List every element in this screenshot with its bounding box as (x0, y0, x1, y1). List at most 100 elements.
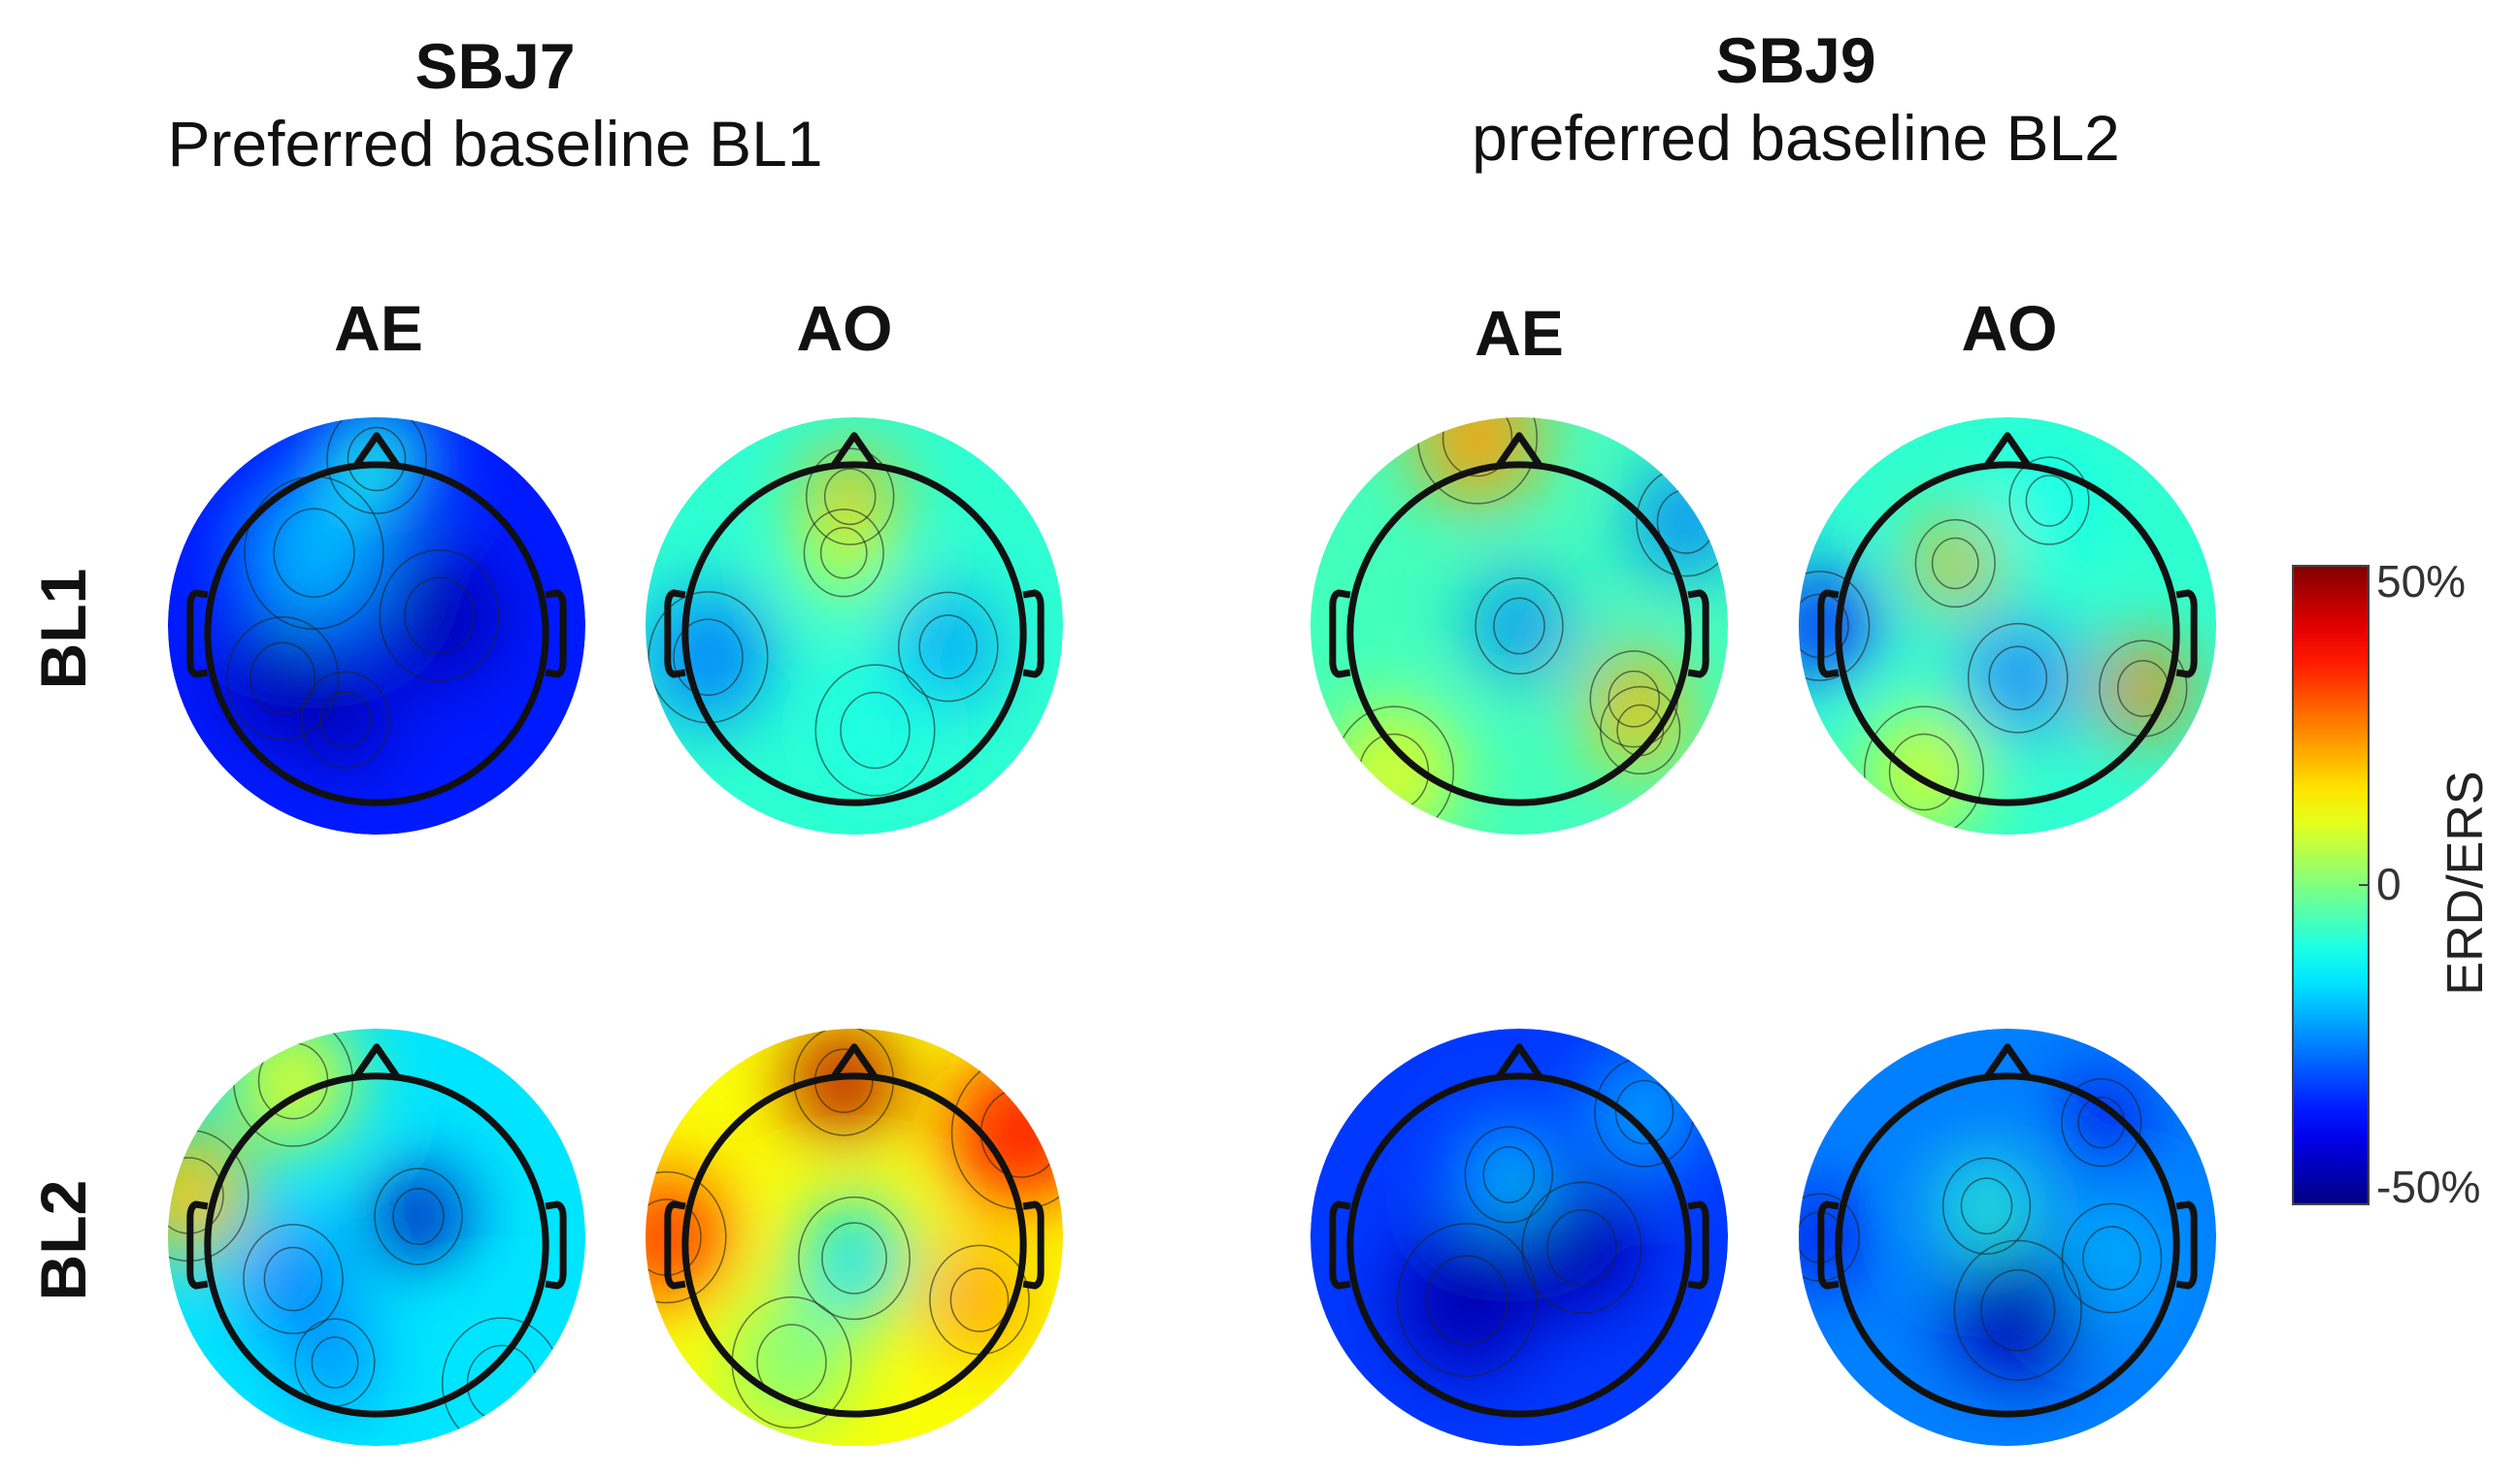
topomap-activity-blob (896, 592, 1001, 702)
topomap-contour (1442, 417, 1513, 477)
topomap-contour (1980, 1268, 2056, 1352)
topomap-contour (273, 508, 355, 599)
topomap-contour (2008, 456, 2090, 545)
head-circle (1835, 1072, 2180, 1418)
topomap-contour (897, 591, 999, 703)
right-ear (1687, 589, 1709, 678)
topomap-contour (814, 664, 936, 797)
col-label-sbj9-ae: AE (1475, 297, 1564, 369)
topomap-activity-blob (795, 1197, 913, 1320)
topomap-contour (1914, 518, 1996, 608)
topomap-activity-blob (1940, 1158, 2033, 1255)
topomap-contour (249, 641, 316, 714)
col-label-sbj9-ao: AO (1961, 292, 2058, 364)
topomap-activity-blob (241, 1224, 346, 1334)
topomap-contour (2061, 1078, 2142, 1167)
nose-marker (1983, 432, 2032, 469)
topomap-contour (673, 618, 744, 697)
head-circle (1346, 461, 1692, 806)
right-ear (545, 1200, 567, 1290)
topomap-sbj9-ao-bl1 (1799, 417, 2216, 835)
topomap-contour (347, 426, 407, 492)
topomap-contour (918, 614, 978, 679)
topomap-sbj9-ao-bl2 (1799, 1029, 2216, 1446)
topomap-activity-blob (1913, 519, 1998, 607)
topomap-contour (1521, 1181, 1642, 1314)
head-outline (1329, 1043, 1709, 1418)
nose-marker (1983, 1043, 2032, 1080)
topomap-contour (392, 1188, 445, 1245)
topomap-contour (1482, 1146, 1536, 1203)
topomap-contour (1426, 1255, 1509, 1345)
topomap-activity-blob (802, 509, 886, 597)
topomap-contour (1397, 1223, 1538, 1377)
topomap-activity-blob (241, 476, 387, 630)
nose-marker (830, 432, 879, 469)
topomap-activity-blob (947, 1056, 1063, 1210)
topomap-contour (263, 1246, 323, 1312)
head-outline (1817, 1043, 2198, 1418)
topomap-contour (301, 671, 390, 769)
topomap-contour (646, 1170, 727, 1304)
topomap-background (646, 417, 1063, 835)
head-circle (1835, 461, 2180, 806)
right-ear (1022, 1200, 1044, 1290)
sbj7-group-title: SBJ7 Preferred baseline BL1 (107, 27, 883, 182)
colorbar-label: ERD/ERS (2437, 771, 2494, 996)
right-ear (2175, 589, 2198, 678)
topomap-activity-blob (1592, 1057, 1697, 1167)
topomap-activity-blob (812, 664, 938, 797)
topomap-contour (311, 1336, 359, 1389)
topomap-contour (326, 417, 427, 514)
nose-marker (830, 1043, 879, 1080)
topomap-activity-blob (324, 417, 429, 514)
colorbar (2292, 565, 2370, 1205)
left-ear (1817, 589, 1840, 678)
sbj7-baseline-note: Preferred baseline BL1 (167, 108, 823, 180)
topomap-contour (1600, 685, 1681, 775)
topomap-contour (379, 549, 500, 682)
topomap-activity-blob (1966, 623, 2071, 734)
topomap-activity-blob (377, 549, 502, 681)
nose-marker (1495, 432, 1543, 469)
topomap-contour (1464, 1126, 1553, 1224)
topomap-sbj7-ae-bl1 (168, 417, 585, 835)
topomap-contour (949, 1267, 1010, 1332)
topomap-contour (1888, 733, 1960, 811)
right-ear (545, 589, 567, 678)
sbj9-subject-label: SBJ9 (1715, 24, 1876, 96)
head-outline (1817, 432, 2198, 806)
head-outline (664, 432, 1044, 806)
topomap-contour (1614, 1079, 1674, 1145)
topomap-contour (1988, 645, 2048, 711)
left-ear (1329, 589, 1351, 678)
left-ear (1329, 1200, 1351, 1290)
head-circle (204, 1072, 549, 1418)
topomap-contour (243, 1224, 344, 1334)
right-ear (1687, 1200, 1709, 1290)
topomap-contour (1863, 706, 1985, 835)
head-circle (681, 1072, 1027, 1418)
topomap-activity-blob (1473, 577, 1566, 674)
nose-marker (352, 432, 401, 469)
topomap-activity-blob (372, 1167, 465, 1265)
topomap-contour (226, 616, 340, 740)
topomap-contour (1799, 571, 1871, 681)
topomap-activity-blob (1462, 1126, 1555, 1224)
topomap-contour (823, 468, 877, 526)
left-ear (664, 1200, 686, 1290)
topomap-activity-blob (168, 1130, 251, 1262)
left-ear (186, 589, 209, 678)
topomap-contour (1546, 1208, 1617, 1287)
topomap-contour (404, 576, 475, 655)
topomap-contour (1931, 537, 1979, 590)
topomap-activity-blob (1598, 686, 1682, 774)
topomap-contour (374, 1167, 463, 1265)
colorbar-tick-bottom: -50% (2376, 1162, 2481, 1212)
topomap-contour (2082, 1226, 2141, 1291)
topomap-contour (1493, 597, 1545, 655)
topomap-contour (1960, 1177, 2013, 1235)
topomap-contour (1941, 1157, 2032, 1255)
topomap-contour (1475, 576, 1564, 675)
